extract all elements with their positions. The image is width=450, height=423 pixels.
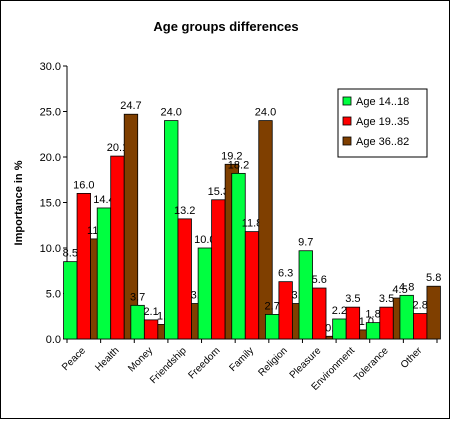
legend-swatch <box>342 96 352 106</box>
legend-label: Age 36..82 <box>356 136 409 148</box>
category-label: Religion <box>256 345 289 378</box>
category-label: Peace <box>60 345 88 373</box>
chart-title: Age groups differences <box>153 19 298 34</box>
bar-health-series-2 <box>110 155 125 340</box>
y-tick-label: 10.0 <box>40 243 61 255</box>
bar-other-series-1 <box>399 294 414 340</box>
data-label: 19.2 <box>221 150 242 162</box>
data-label: 5.6 <box>312 274 327 286</box>
bar-money-series-2 <box>143 319 159 340</box>
legend-label: Age 19..35 <box>356 116 409 128</box>
category-label: Tolerance <box>352 345 391 384</box>
bar-religion-series-2 <box>278 281 293 340</box>
bar-pleasure-series-2 <box>312 287 327 340</box>
data-label: 16.0 <box>73 179 94 191</box>
data-label: 2.1 <box>143 306 158 318</box>
data-label: 2.2 <box>332 305 347 317</box>
bar-pleasure-series-1 <box>298 250 313 340</box>
y-tick-label: 30.0 <box>40 61 61 73</box>
data-label: 24.0 <box>161 107 182 119</box>
y-tick-label: 5.0 <box>46 289 61 301</box>
data-label: 15.3 <box>208 186 229 198</box>
bar-friendship-series-2 <box>177 218 192 340</box>
legend-label: Age 14..18 <box>356 96 409 108</box>
data-label: 3.5 <box>345 293 360 305</box>
bar-family-series-1 <box>231 172 246 340</box>
data-label: 9.7 <box>298 237 313 249</box>
data-label: 10.0 <box>194 234 215 246</box>
category-label: Other <box>399 345 425 371</box>
data-label: 2.8 <box>413 300 428 312</box>
bar-peace-series-1 <box>63 261 78 340</box>
category-label: Health <box>93 345 121 373</box>
y-tick-label: 25.0 <box>40 107 61 119</box>
bar-peace-series-2 <box>76 192 91 340</box>
data-label: 24.7 <box>120 100 141 112</box>
category-label: Family <box>228 345 257 374</box>
y-tick-label: 20.0 <box>40 152 61 164</box>
bar-tolerance-series-1 <box>365 322 381 340</box>
bar-religion-series-1 <box>264 314 280 340</box>
data-label: 2.7 <box>264 300 279 312</box>
bar-family-series-2 <box>244 231 260 340</box>
data-label: 1.8 <box>365 309 380 321</box>
data-label: 11.8 <box>242 218 263 230</box>
data-label: 8.5 <box>63 248 78 260</box>
data-label: 4.5 <box>392 284 407 296</box>
y-tick-label: 0.0 <box>46 334 61 346</box>
bar-health-series-1 <box>96 207 112 340</box>
data-label: 18.2 <box>228 159 249 171</box>
bar-freedom-series-2 <box>211 199 226 340</box>
data-label: 20.1 <box>107 142 128 154</box>
data-label: 14.4 <box>93 194 114 206</box>
legend-swatch <box>342 136 352 146</box>
data-label: 5.8 <box>426 272 441 284</box>
data-label: 4.8 <box>399 281 414 293</box>
y-tick-label: 15.0 <box>40 198 61 210</box>
bar-environment-series-1 <box>332 318 347 340</box>
data-label: 3.7 <box>130 291 145 303</box>
category-label: Friendship <box>148 345 189 386</box>
y-axis-label: Importance in % <box>13 160 25 245</box>
category-label: Freedom <box>186 345 222 381</box>
legend-box <box>337 88 428 158</box>
bar-other-series-3 <box>426 285 441 340</box>
bar-tolerance-series-2 <box>379 306 394 340</box>
data-label: 3.5 <box>379 293 394 305</box>
data-label: 13.2 <box>174 205 195 217</box>
bar-money-series-1 <box>130 304 145 340</box>
data-label: 24.0 <box>255 107 276 119</box>
bar-freedom-series-1 <box>197 247 213 340</box>
bar-other-series-2 <box>413 313 428 340</box>
bar-environment-series-2 <box>345 306 361 340</box>
bar-friendship-series-1 <box>164 120 179 340</box>
data-label: 6.3 <box>278 268 293 280</box>
legend: Age 14..18 Age 19..35 Age 36..82 <box>337 88 428 158</box>
legend-swatch <box>342 116 352 126</box>
category-label: Money <box>126 345 155 374</box>
